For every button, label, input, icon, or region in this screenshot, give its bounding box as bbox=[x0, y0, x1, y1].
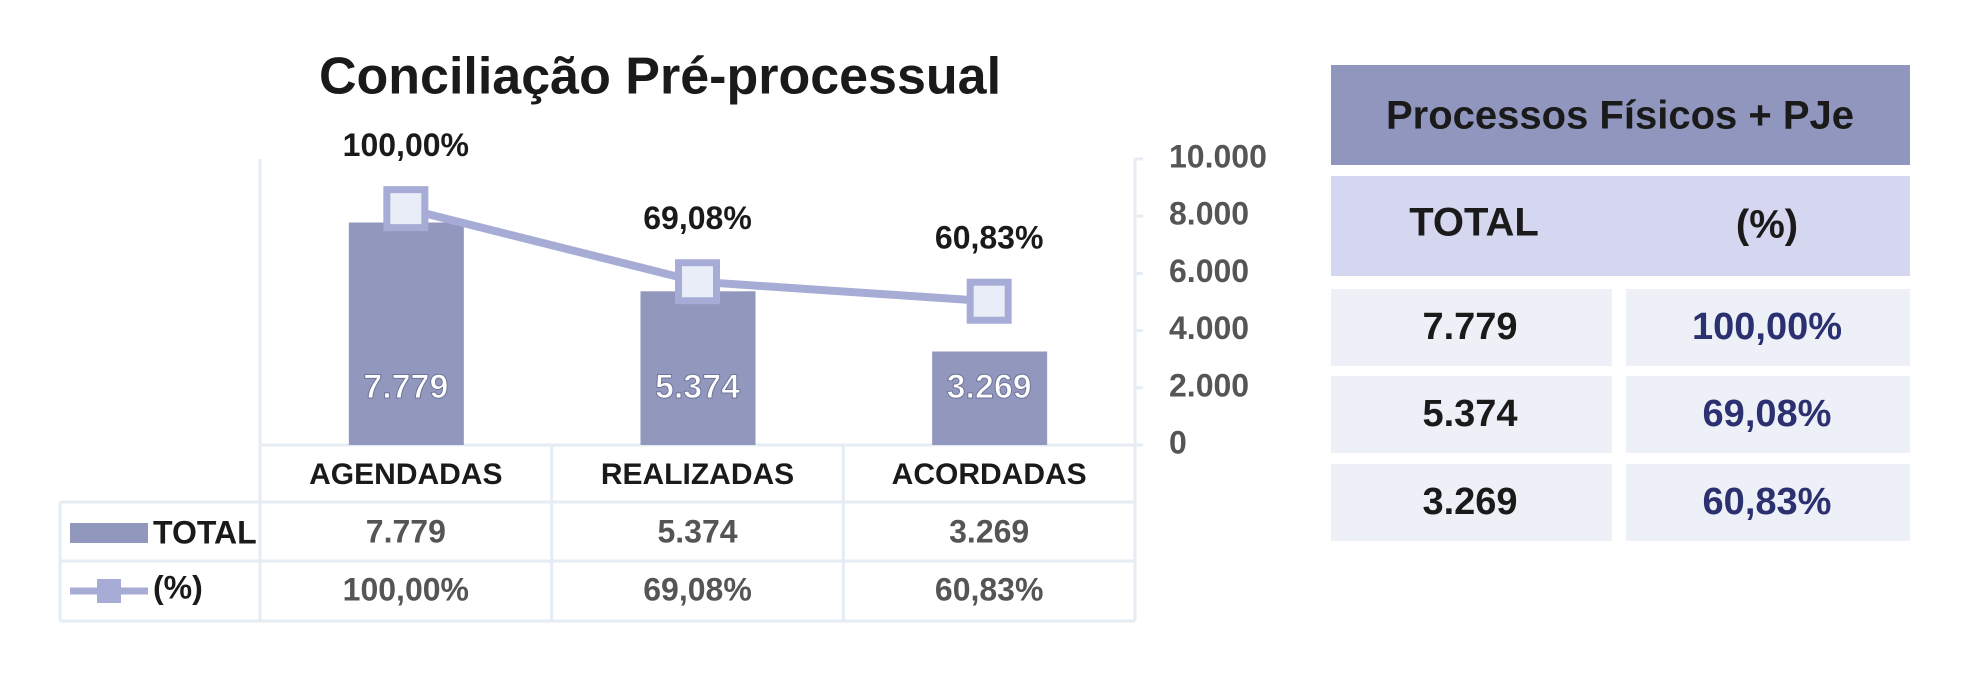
table-cell: 3.269 bbox=[949, 513, 1029, 549]
bar-value-label: 7.779 bbox=[363, 368, 448, 406]
side-total: 5.374 bbox=[1422, 393, 1517, 435]
line-value-label: 100,00% bbox=[343, 127, 469, 163]
bar bbox=[932, 351, 1048, 445]
side-cell bbox=[1331, 289, 1612, 366]
table-cell: 5.374 bbox=[657, 513, 737, 549]
y-tick-label: 0 bbox=[1169, 424, 1187, 460]
y-tick-label: 6.000 bbox=[1169, 253, 1249, 289]
bar-value-label: 3.269 bbox=[947, 368, 1032, 406]
side-percent: 69,08% bbox=[1703, 393, 1832, 435]
x-tick-label: ACORDADAS bbox=[892, 458, 1087, 491]
side-header: TOTAL bbox=[1409, 201, 1539, 245]
x-tick-label: AGENDADAS bbox=[309, 458, 502, 491]
side-cell bbox=[1331, 376, 1612, 453]
legend-key bbox=[70, 523, 148, 543]
side-total: 3.269 bbox=[1422, 481, 1517, 523]
table-cell: 69,08% bbox=[643, 571, 752, 607]
y-tick-label: 8.000 bbox=[1169, 196, 1249, 232]
table-cell: 7.779 bbox=[366, 513, 446, 549]
table-cell: 60,83% bbox=[935, 571, 1044, 607]
legend-label: (%) bbox=[153, 569, 203, 605]
side-cell bbox=[1626, 289, 1910, 366]
bar bbox=[640, 291, 756, 445]
side-title-band bbox=[1331, 65, 1910, 165]
y-tick-label: 10.000 bbox=[1169, 138, 1267, 174]
bar bbox=[348, 222, 464, 445]
side-cell bbox=[1331, 464, 1612, 541]
side-header-band bbox=[1331, 176, 1910, 276]
legend-key bbox=[97, 579, 121, 603]
side-percent: 100,00% bbox=[1692, 306, 1842, 348]
line-marker bbox=[675, 259, 720, 305]
chart-title: Conciliação Pré-processual bbox=[319, 48, 1001, 106]
side-header: (%) bbox=[1736, 203, 1798, 247]
line-value-label: 69,08% bbox=[643, 200, 752, 236]
side-percent: 60,83% bbox=[1703, 481, 1832, 523]
bar-value-label: 5.374 bbox=[655, 368, 740, 406]
table-cell: 100,00% bbox=[343, 571, 469, 607]
line-marker bbox=[966, 278, 1012, 324]
side-title: Processos Físicos + PJe bbox=[1386, 94, 1854, 138]
line-marker bbox=[383, 186, 429, 232]
side-cell bbox=[1626, 376, 1910, 453]
side-cell bbox=[1626, 464, 1910, 541]
side-total: 7.779 bbox=[1422, 306, 1517, 348]
legend-label: TOTAL bbox=[153, 514, 257, 550]
x-tick-label: REALIZADAS bbox=[601, 458, 794, 491]
y-tick-label: 2.000 bbox=[1169, 367, 1249, 403]
line-value-label: 60,83% bbox=[935, 220, 1044, 256]
y-tick-label: 4.000 bbox=[1169, 310, 1249, 346]
